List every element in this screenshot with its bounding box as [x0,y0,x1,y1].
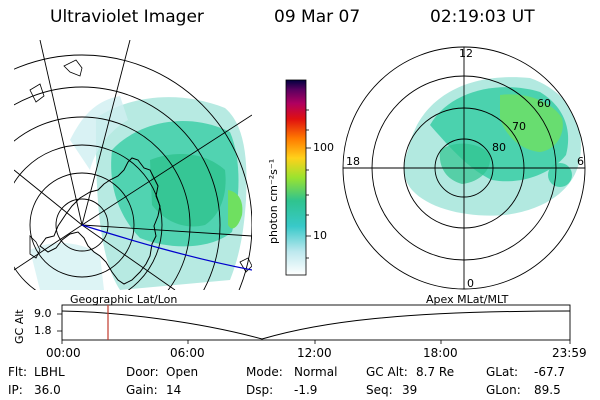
orbit-track-geo [81,224,252,271]
colorbar-tick-100: 100 [313,141,334,154]
status-flt-value: LBHL [34,365,65,379]
status-ip-value: 36.0 [34,383,61,397]
colorbar [285,79,307,276]
status-dsp-label: Dsp: [246,383,274,397]
geographic-map [14,40,252,290]
orbit-xtick-0600: 06:00 [170,346,205,360]
mlt-label-12: 12 [459,47,473,60]
mlat-label-60: 60 [537,97,551,110]
status-door-label: Door: [126,365,159,379]
app-title: Ultraviolet Imager [50,7,204,27]
status-door-value: Open [166,365,199,379]
status-glat-label: GLat: [486,365,519,379]
orbit-ytick-low: 1.8 [34,324,52,337]
apex-grid [342,46,586,290]
status-glon-label: GLon: [486,383,521,397]
status-glat-value: -67.7 [534,365,566,379]
orbit-xtick-2359: 23:59 [552,346,587,360]
header-time: 02:19:03 UT [430,7,535,27]
status-gcalt-value: 8.7 Re [416,365,455,379]
altitude-curve [61,310,571,340]
status-flt-label: Flt: [8,365,27,379]
coastline [39,157,161,285]
status-gain-value: 14 [166,383,182,397]
status-mode-value: Normal [294,365,338,379]
status-gcalt-label: GC Alt: [366,365,408,379]
mlat-label-70: 70 [512,120,526,133]
status-dsp-value: -1.9 [294,383,318,397]
mlt-label-0: 0 [467,277,474,290]
status-seq-label: Seq: [366,383,393,397]
colorbar-tick-10: 10 [313,229,327,242]
geo-map-label: Geographic Lat/Lon [70,293,178,306]
status-glon-value: 89.5 [534,383,561,397]
orbit-xtick-0000: 00:00 [46,346,81,360]
mlt-label-18: 18 [346,155,360,168]
status-seq-value: 39 [402,383,418,397]
apex-map-label: Apex MLat/MLT [426,293,509,306]
mlt-label-6: 6 [577,155,584,168]
header-date: 09 Mar 07 [274,7,361,27]
status-gain-label: Gain: [126,383,158,397]
status-mode-label: Mode: [246,365,283,379]
colorbar-ticks [306,109,311,259]
orbit-ylabel: GC Alt [13,309,26,344]
orbit-ytick-high: 9.0 [34,307,52,320]
status-ip-label: IP: [8,383,23,397]
orbit-xtick-1800: 18:00 [423,346,458,360]
orbit-xtick-1200: 12:00 [297,346,332,360]
mlat-label-80: 80 [492,141,506,154]
